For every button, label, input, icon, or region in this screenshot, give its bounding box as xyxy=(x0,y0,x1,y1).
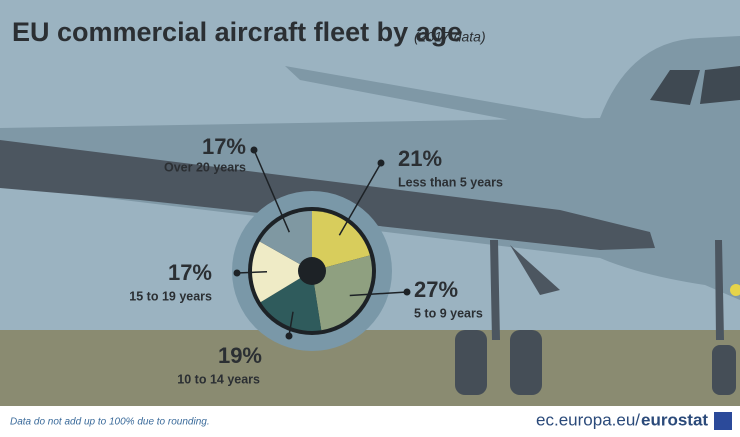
source-brand: eurostat xyxy=(641,410,708,429)
connector-dot xyxy=(250,146,258,154)
pie-slice xyxy=(251,241,312,303)
eu-flag xyxy=(714,412,732,430)
category-label: Less than 5 years xyxy=(398,175,503,189)
value-label: 19% xyxy=(218,343,262,368)
wheel xyxy=(455,330,487,395)
value-label: 17% xyxy=(168,260,212,285)
wheel xyxy=(712,345,736,395)
connector xyxy=(288,311,294,337)
chart-subtitle: (2017 data) xyxy=(414,29,486,45)
connector-dot xyxy=(377,159,385,167)
chart-title: EU commercial aircraft fleet by age xyxy=(12,17,462,47)
pie-slice xyxy=(312,255,372,331)
cockpit-windows xyxy=(650,66,740,105)
pie-slice xyxy=(259,211,312,271)
connector xyxy=(349,291,408,297)
pie-slice xyxy=(312,211,370,271)
landing-gear-strut xyxy=(490,240,724,340)
connector-dot xyxy=(403,288,411,296)
category-label: Over 20 years xyxy=(164,160,246,174)
pie xyxy=(251,211,372,331)
value-label: 17% xyxy=(202,134,246,159)
connector xyxy=(253,149,290,233)
source-domain: ec.europa.eu/ xyxy=(536,410,640,429)
connector-dot xyxy=(285,332,293,340)
footer-band xyxy=(0,406,740,437)
footnote: Data do not add up to 100% due to roundi… xyxy=(10,417,210,428)
connector-dot xyxy=(233,269,241,277)
connector xyxy=(338,162,382,236)
ground xyxy=(0,330,740,406)
category-label: 10 to 14 years xyxy=(177,372,260,386)
category-label: 5 to 9 years xyxy=(414,306,483,320)
pie-slice xyxy=(260,271,322,331)
wheel xyxy=(510,330,542,395)
light xyxy=(730,284,740,296)
category-label: 15 to 19 years xyxy=(129,289,212,303)
connector xyxy=(236,270,268,274)
hub xyxy=(298,257,326,285)
value-label: 27% xyxy=(414,277,458,302)
value-label: 21% xyxy=(398,146,442,171)
